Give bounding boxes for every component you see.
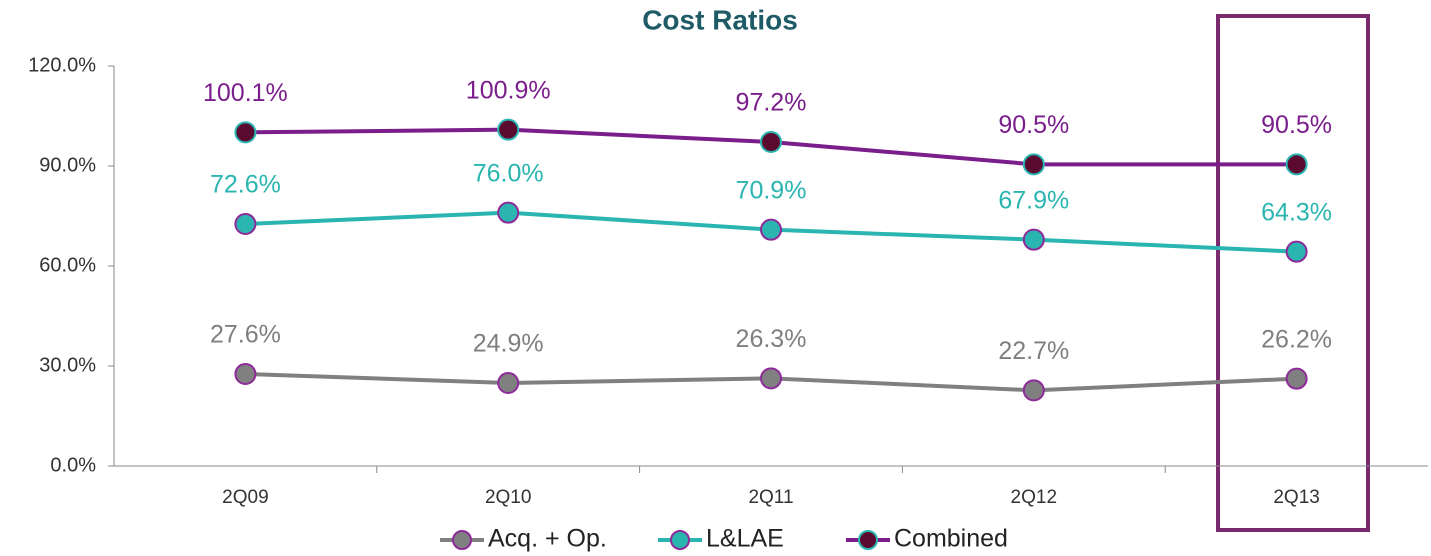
x-tick-label: 2Q13 bbox=[1273, 487, 1319, 508]
x-tick-label: 2Q11 bbox=[748, 487, 793, 508]
data-label: 100.1% bbox=[203, 79, 288, 107]
data-label: 22.7% bbox=[998, 337, 1069, 365]
y-tick-label: 30.0% bbox=[39, 354, 96, 376]
data-point bbox=[760, 367, 782, 390]
data-label: 76.0% bbox=[473, 159, 544, 187]
chart-title: Cost Ratios bbox=[642, 4, 798, 35]
legend-label: Combined bbox=[894, 525, 1008, 553]
data-point bbox=[497, 372, 520, 394]
data-point bbox=[760, 131, 782, 153]
data-label: 67.9% bbox=[998, 186, 1069, 214]
data-point bbox=[1022, 228, 1045, 251]
highlight-box bbox=[1216, 14, 1370, 532]
data-label: 97.2% bbox=[736, 89, 807, 117]
data-point bbox=[234, 121, 257, 144]
data-label: 70.9% bbox=[736, 176, 807, 204]
x-tick-label: 2Q12 bbox=[1011, 487, 1057, 508]
legend-marker bbox=[452, 530, 472, 550]
data-point bbox=[234, 213, 257, 235]
legend-label: L&LAE bbox=[706, 525, 784, 553]
data-label: 24.9% bbox=[473, 330, 544, 358]
data-point bbox=[1285, 240, 1308, 263]
data-point bbox=[234, 363, 257, 385]
data-label: 27.6% bbox=[210, 321, 281, 349]
data-label: 64.3% bbox=[1261, 198, 1332, 226]
data-label: 90.5% bbox=[998, 111, 1069, 139]
data-label: 90.5% bbox=[1261, 111, 1332, 139]
y-tick-label: 0.0% bbox=[50, 454, 96, 476]
y-tick-label: 120.0% bbox=[28, 54, 96, 76]
y-tick-label: 90.0% bbox=[39, 154, 96, 176]
data-point bbox=[497, 201, 520, 224]
data-label: 26.2% bbox=[1261, 325, 1332, 353]
legend-marker bbox=[670, 530, 690, 550]
data-point bbox=[1285, 153, 1308, 176]
data-point bbox=[760, 218, 782, 241]
legend-label: Acq. + Op. bbox=[488, 525, 607, 553]
data-label: 72.6% bbox=[210, 171, 281, 199]
legend-marker bbox=[858, 530, 878, 550]
data-point bbox=[1285, 367, 1308, 390]
y-tick-label: 60.0% bbox=[39, 254, 96, 276]
data-point bbox=[497, 118, 520, 141]
x-tick-label: 2Q10 bbox=[485, 487, 531, 508]
data-label: 100.9% bbox=[466, 76, 551, 104]
data-label: 26.3% bbox=[736, 325, 807, 353]
data-point bbox=[1022, 379, 1045, 402]
data-point bbox=[1022, 153, 1045, 176]
x-tick-label: 2Q09 bbox=[222, 487, 268, 508]
